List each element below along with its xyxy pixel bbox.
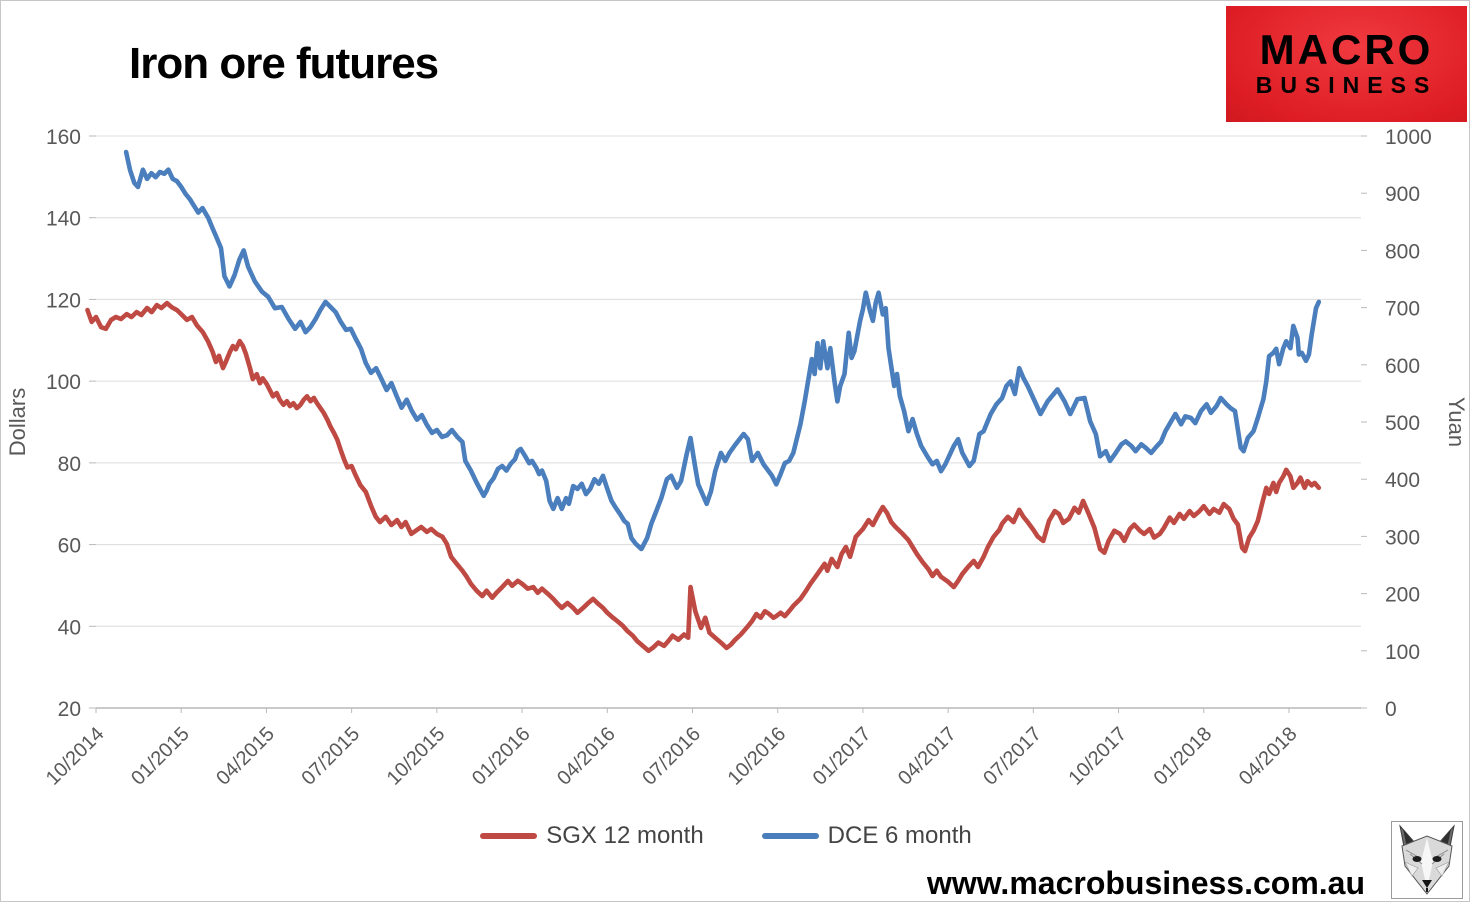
legend-label-dce: DCE 6 month	[827, 822, 972, 849]
y-left-tick-label: 140	[46, 208, 81, 231]
legend-item-dce: DCE 6 month	[761, 822, 972, 850]
y-right-tick-label: 300	[1385, 526, 1420, 549]
x-tick-label: 01/2018	[1150, 723, 1217, 790]
y-left-tick-label: 160	[46, 126, 81, 149]
y-left-tick-label: 100	[46, 371, 81, 394]
x-tick-label: 10/2016	[724, 723, 791, 790]
macrobusiness-logo: MACRO BUSINESS	[1226, 6, 1467, 122]
website-url: www.macrobusiness.com.au	[926, 865, 1365, 901]
x-tick-label: 04/2018	[1235, 723, 1302, 790]
x-tick-label: 01/2015	[127, 723, 194, 790]
fox-logo-box	[1391, 821, 1463, 899]
y-right-tick-label: 1000	[1385, 126, 1432, 149]
x-tick-label: 07/2015	[298, 723, 365, 790]
y-right-tick-label: 600	[1385, 355, 1420, 378]
y-right-tick-label: 800	[1385, 240, 1420, 263]
logo-text-business: BUSINESS	[1255, 72, 1438, 99]
legend-label-sgx: SGX 12 month	[546, 822, 704, 849]
y-right-tick-label: 900	[1385, 183, 1420, 206]
y-right-tick-label: 700	[1385, 298, 1420, 321]
x-tick-label: 04/2016	[553, 723, 620, 790]
series-line-dce-6-month	[123, 149, 1322, 552]
x-tick-label: 10/2014	[42, 723, 109, 790]
x-tick-label: 04/2015	[212, 723, 279, 790]
y-left-tick-label: 120	[46, 289, 81, 312]
x-tick-label: 04/2017	[894, 723, 961, 790]
x-tick-label: 07/2016	[638, 723, 705, 790]
y-right-tick-label: 400	[1385, 469, 1420, 492]
y-left-tick-label: 60	[58, 535, 81, 558]
dce-line-swatch	[761, 833, 819, 839]
x-tick-label: 01/2016	[468, 723, 535, 790]
legend: SGX 12 month DCE 6 month	[1, 821, 1451, 851]
y-right-axis-title: Yuan	[1444, 397, 1469, 447]
y-right-tick-label: 0	[1385, 698, 1397, 721]
x-tick-label: 07/2017	[979, 723, 1046, 790]
x-tick-label: 10/2015	[383, 723, 450, 790]
y-left-tick-label: 20	[58, 698, 81, 721]
x-tick-label: 10/2017	[1064, 723, 1131, 790]
series-line-sgx-12-month	[85, 300, 1322, 654]
y-left-tick-label: 40	[58, 616, 81, 639]
logo-text-macro: MACRO	[1259, 26, 1434, 74]
y-left-axis-title: Dollars	[5, 388, 30, 456]
chart-title: Iron ore futures	[129, 39, 439, 88]
y-left-tick-label: 80	[58, 453, 81, 476]
y-right-tick-label: 100	[1385, 641, 1420, 664]
y-right-tick-label: 500	[1385, 412, 1420, 435]
legend-item-sgx: SGX 12 month	[480, 822, 704, 850]
sgx-line-swatch	[480, 833, 538, 839]
y-right-tick-label: 200	[1385, 584, 1420, 607]
fox-icon	[1399, 824, 1455, 895]
x-tick-label: 01/2017	[809, 723, 876, 790]
